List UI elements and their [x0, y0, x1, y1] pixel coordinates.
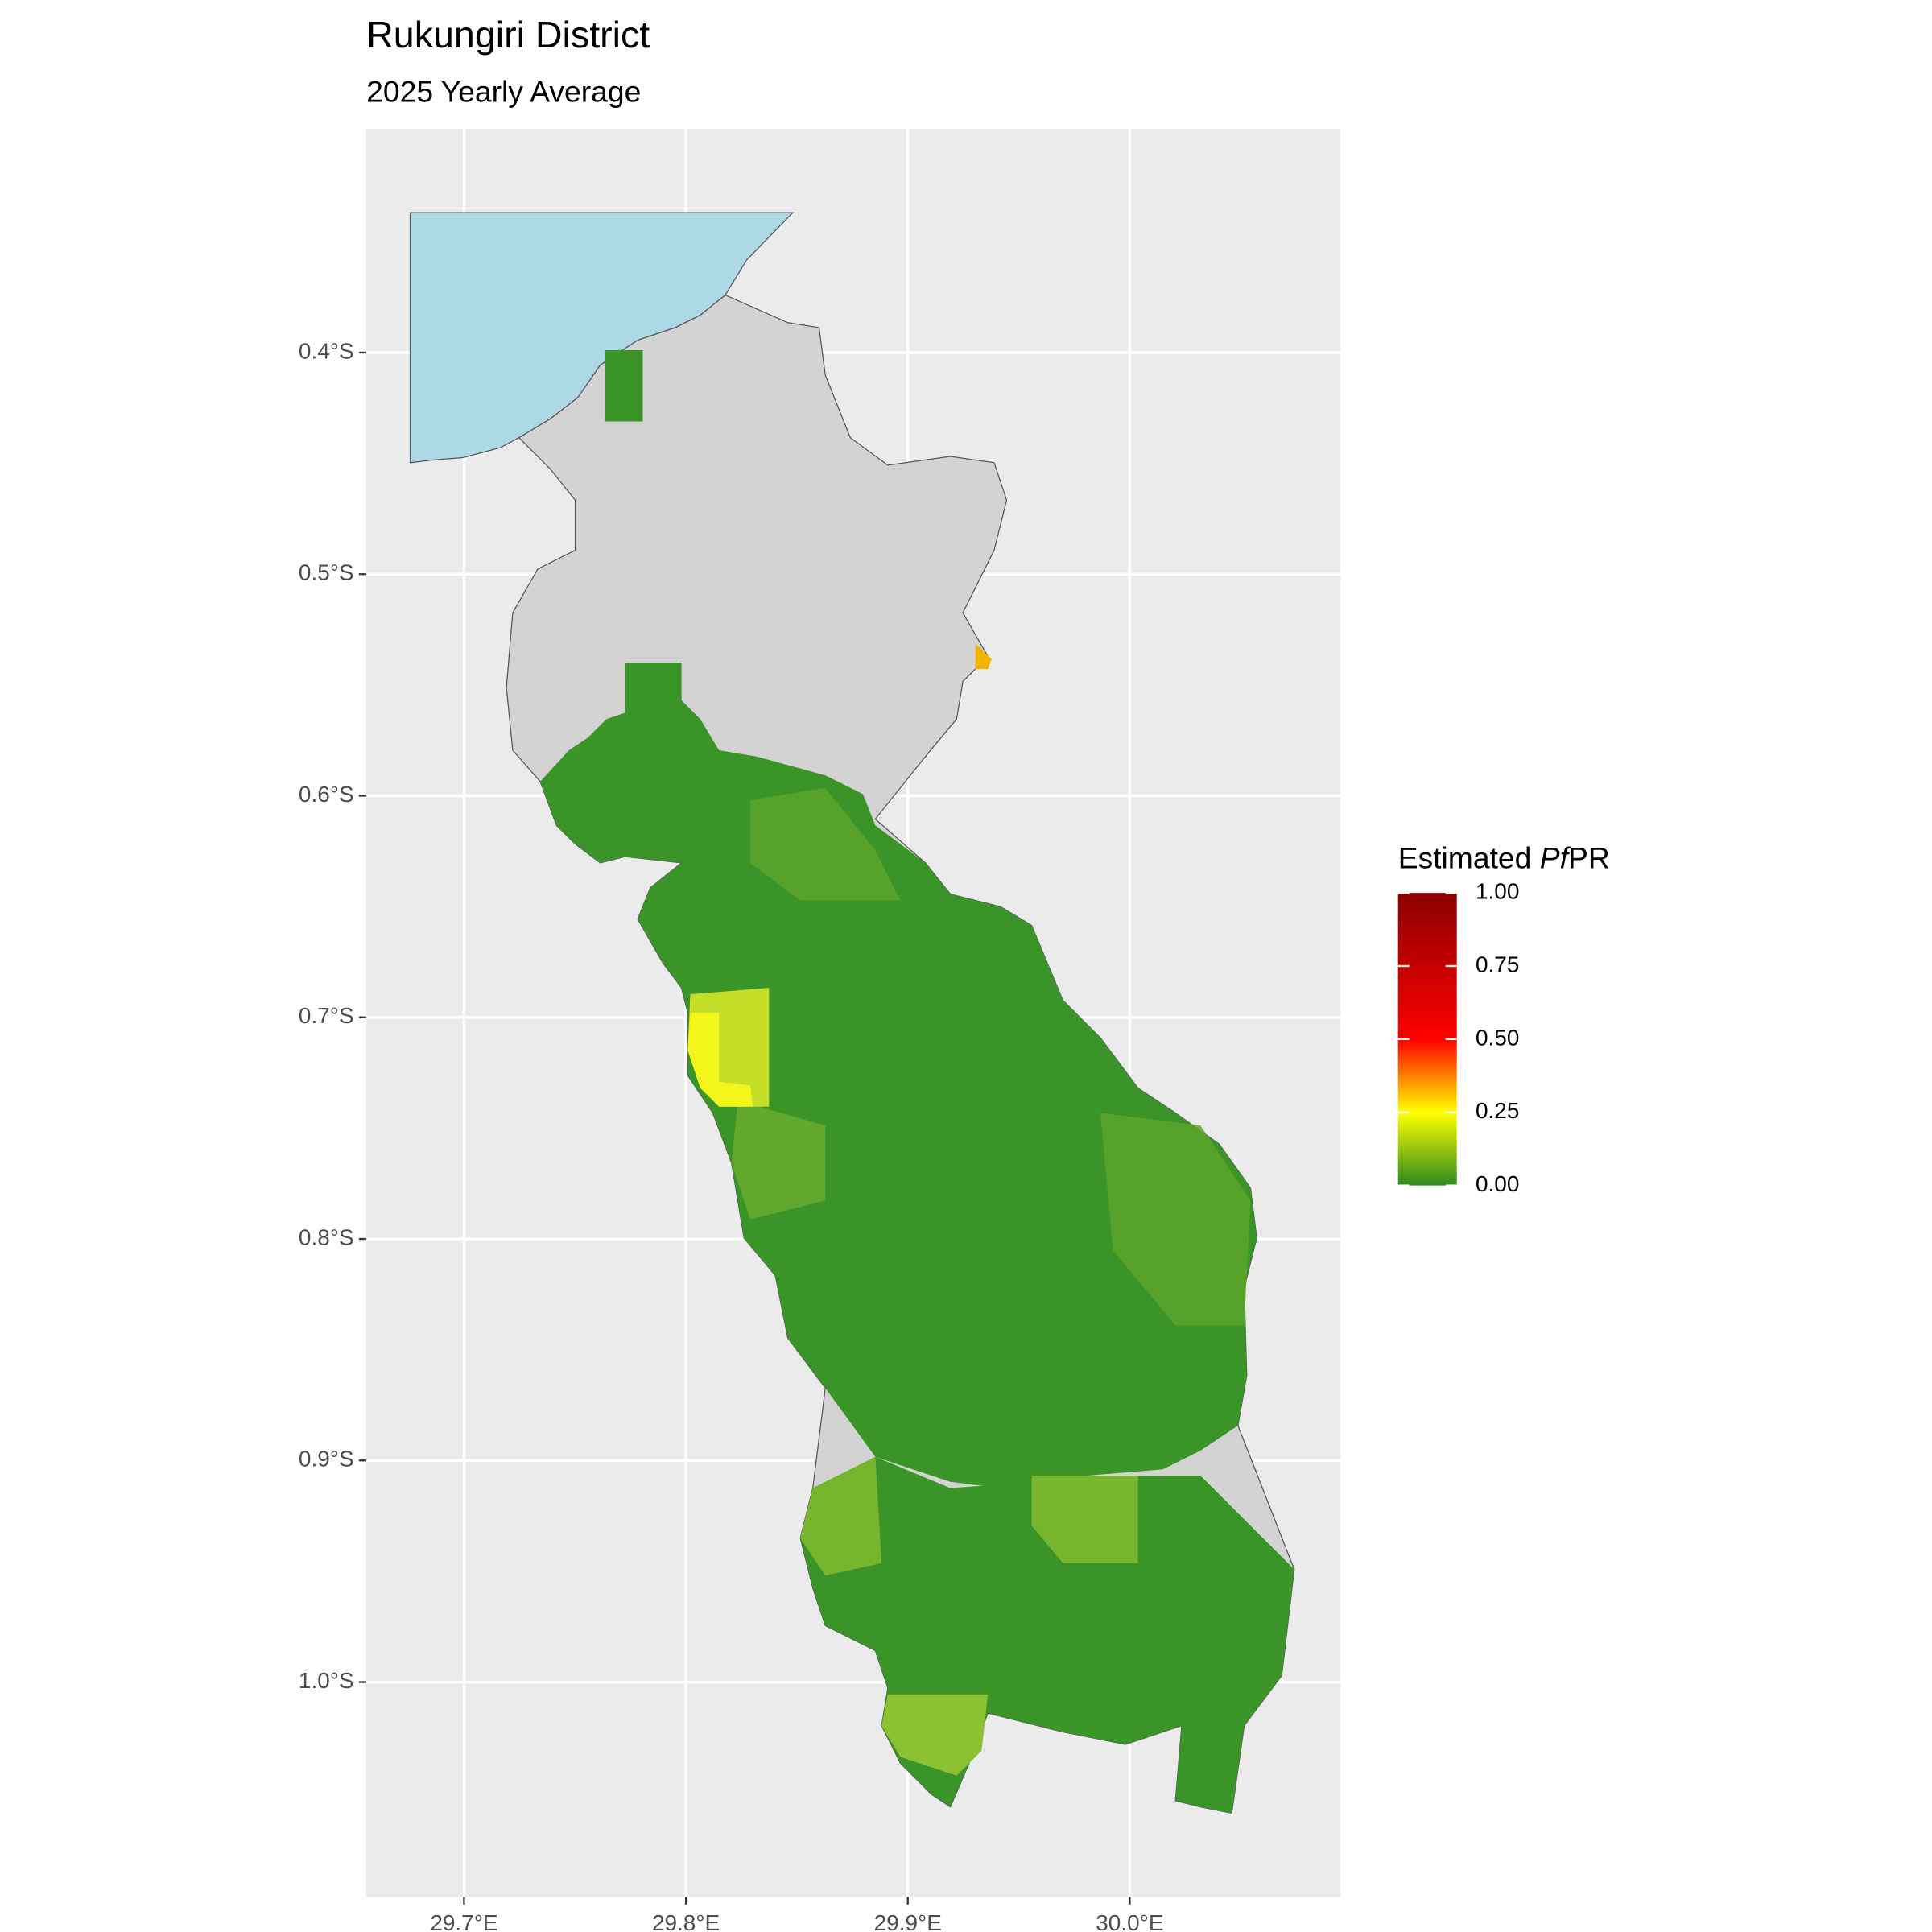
pfpr-patch [975, 644, 992, 670]
legend-tick-label: 0.75 [1476, 952, 1519, 976]
pfpr-area [540, 663, 1257, 1488]
legend-title: Estimated PfPR [1398, 841, 1610, 875]
x-tick-label: 30.0°E [1096, 1910, 1163, 1932]
legend-title-part: PR [1568, 841, 1610, 875]
y-tick-label: 1.0°S [299, 1668, 354, 1693]
legend-tick-label: 0.50 [1476, 1025, 1519, 1050]
pfpr-area-light [731, 1100, 826, 1220]
y-tick-label: 0.8°S [299, 1224, 354, 1249]
legend-tick-label: 0.25 [1476, 1098, 1519, 1123]
legend-title-part: Estimated [1398, 841, 1540, 875]
y-tick-label: 0.9°S [299, 1447, 354, 1472]
pfpr-area-light [881, 1694, 989, 1776]
legend-title-part: Pf [1540, 841, 1571, 875]
y-tick-label: 0.7°S [299, 1003, 354, 1028]
y-tick-label: 0.5°S [299, 560, 354, 585]
legend: 1.00 0.75 0.50 0.25 0.00 [1397, 879, 1519, 1196]
chart-subtitle: 2025 Yearly Average [366, 74, 641, 108]
legend-tick-label: 1.00 [1476, 879, 1519, 904]
pfpr-patch [605, 349, 643, 422]
x-tick-label: 29.7°E [430, 1910, 497, 1932]
map-layers [409, 212, 1295, 1814]
pfpr-area-light [1031, 1476, 1138, 1563]
pfpr-area-light [750, 787, 901, 901]
axes: 29.7°E 29.8°E 29.9°E 30.0°E 0.4°S 0.5°S 0.6°S 0… [299, 338, 1164, 1932]
x-tick-label: 29.9°E [874, 1910, 942, 1932]
legend-tick-label: 0.00 [1476, 1171, 1519, 1196]
chart-title: Rukungiri District [366, 14, 650, 56]
y-tick-label: 0.4°S [299, 338, 354, 363]
pfpr-area-light [1100, 1113, 1251, 1326]
pfpr-area-light [800, 1456, 882, 1576]
y-tick-label: 0.6°S [299, 782, 354, 807]
x-tick-label: 29.8°E [652, 1910, 720, 1932]
pfpr-area-yellow [687, 1013, 753, 1107]
